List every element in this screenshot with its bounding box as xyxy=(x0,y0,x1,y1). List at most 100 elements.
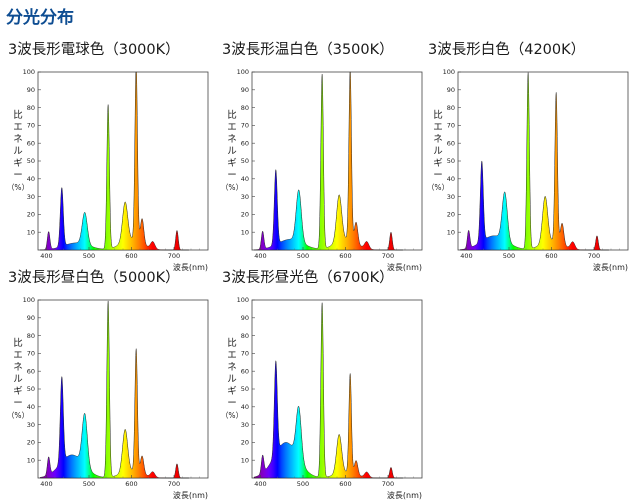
y-tick-label: 40 xyxy=(241,403,249,411)
x-tick-label: 500 xyxy=(297,252,309,260)
spectrum-panel-6700k: 3波長形昼光色（6700K） 10 20 30 40 50 60 70 80 90 100 400 5… xyxy=(221,266,427,500)
y-axis-label: エ xyxy=(13,122,23,133)
y-tick-label: 80 xyxy=(27,104,35,112)
x-tick-label: 500 xyxy=(83,480,95,488)
y-axis-label: ギ xyxy=(227,386,237,397)
y-axis-label: ル xyxy=(13,374,23,385)
y-tick-label: 50 xyxy=(241,157,249,165)
y-axis-label: ネ xyxy=(13,134,23,145)
y-axis-label: エ xyxy=(13,350,23,361)
y-axis-label: 比 xyxy=(227,337,237,349)
y-tick-label: 50 xyxy=(27,157,35,165)
y-tick-label: 60 xyxy=(241,139,249,147)
y-tick-label: 20 xyxy=(27,439,35,447)
y-tick-label: 40 xyxy=(447,175,455,183)
y-tick-label: 60 xyxy=(447,139,455,147)
chart-title: 3波長形温白色（3500K） xyxy=(222,42,394,58)
y-axis-label: ー xyxy=(433,170,443,181)
y-tick-label: 70 xyxy=(447,122,455,130)
y-axis-label: ル xyxy=(227,374,237,385)
chart-title: 3波長形白色（4200K） xyxy=(428,42,586,58)
y-tick-label: 90 xyxy=(27,86,35,94)
x-tick-label: 600 xyxy=(339,480,351,488)
spectrum-area xyxy=(459,72,609,251)
y-axis-label: （%） xyxy=(7,183,29,192)
y-axis-label: （%） xyxy=(7,411,29,420)
y-axis-label: ル xyxy=(433,146,443,157)
y-tick-label: 80 xyxy=(27,332,35,340)
chart-title: 3波長形電球色（3000K） xyxy=(8,42,180,58)
y-tick-label: 90 xyxy=(447,86,455,94)
x-axis-label: 波長(nm) xyxy=(173,490,208,500)
x-axis-label: 波長(nm) xyxy=(593,262,628,272)
y-tick-label: 100 xyxy=(23,68,35,76)
y-tick-label: 10 xyxy=(241,456,249,464)
y-axis-label: エ xyxy=(227,350,237,361)
y-tick-label: 30 xyxy=(447,193,455,201)
y-axis-label: ネ xyxy=(227,134,237,145)
y-tick-label: 30 xyxy=(27,421,35,429)
y-axis-label: （%） xyxy=(427,183,449,192)
y-tick-label: 60 xyxy=(27,139,35,147)
page-title: 分光分布 xyxy=(6,8,74,28)
y-tick-label: 40 xyxy=(27,403,35,411)
y-tick-label: 50 xyxy=(241,385,249,393)
y-axis-label: ギ xyxy=(13,386,23,397)
y-tick-label: 70 xyxy=(27,350,35,358)
spectrum-area xyxy=(39,71,189,251)
x-tick-label: 500 xyxy=(83,252,95,260)
spectrum-area xyxy=(253,71,403,251)
y-axis-label: ー xyxy=(13,170,23,181)
y-tick-label: 10 xyxy=(27,228,35,236)
y-axis-label: （%） xyxy=(221,411,243,420)
spectrum-panel-5000k: 3波長形昼白色（5000K） 10 20 30 40 50 60 70 80 90 100 400 5… xyxy=(7,266,213,500)
y-axis-label: 比 xyxy=(13,109,23,121)
x-tick-label: 700 xyxy=(168,252,180,260)
y-axis-label: エ xyxy=(227,122,237,133)
y-axis-label: ギ xyxy=(227,158,237,169)
y-tick-label: 90 xyxy=(241,314,249,322)
y-tick-label: 90 xyxy=(241,86,249,94)
spectrum-panel-4200k: 3波長形白色（4200K） 10 20 30 40 50 60 70 80 90 100 400 50… xyxy=(427,38,633,272)
y-tick-label: 100 xyxy=(237,68,249,76)
x-tick-label: 700 xyxy=(382,480,394,488)
y-tick-label: 60 xyxy=(27,367,35,375)
y-tick-label: 100 xyxy=(443,68,455,76)
x-tick-label: 700 xyxy=(588,252,600,260)
y-axis-label: 比 xyxy=(433,109,443,121)
y-tick-label: 20 xyxy=(241,439,249,447)
y-tick-label: 90 xyxy=(27,314,35,322)
y-tick-label: 40 xyxy=(27,175,35,183)
x-tick-label: 400 xyxy=(40,480,52,488)
y-tick-label: 100 xyxy=(237,296,249,304)
y-tick-label: 20 xyxy=(27,211,35,219)
x-tick-label: 400 xyxy=(254,480,266,488)
y-tick-label: 30 xyxy=(241,193,249,201)
y-tick-label: 50 xyxy=(447,157,455,165)
x-tick-label: 500 xyxy=(297,480,309,488)
y-axis-label: ー xyxy=(227,170,237,181)
x-tick-label: 600 xyxy=(545,252,557,260)
spectrum-panel-3000k: 3波長形電球色（3000K） 10 20 30 40 50 60 70 80 90 100 400 5… xyxy=(7,38,213,272)
x-tick-label: 600 xyxy=(125,480,137,488)
y-axis-label: ー xyxy=(13,398,23,409)
y-tick-label: 80 xyxy=(447,104,455,112)
chart-title: 3波長形昼白色（5000K） xyxy=(8,270,180,286)
y-axis-label: ギ xyxy=(13,158,23,169)
x-tick-label: 400 xyxy=(460,252,472,260)
y-axis-label: ネ xyxy=(227,362,237,373)
x-tick-label: 700 xyxy=(382,252,394,260)
y-tick-label: 40 xyxy=(241,175,249,183)
y-tick-label: 70 xyxy=(241,122,249,130)
y-tick-label: 10 xyxy=(447,228,455,236)
y-tick-label: 100 xyxy=(23,296,35,304)
y-tick-label: 60 xyxy=(241,367,249,375)
y-tick-label: 30 xyxy=(241,421,249,429)
spectrum-panel-3500k: 3波長形温白色（3500K） 10 20 30 40 50 60 70 80 90 100 400 5… xyxy=(221,38,427,272)
y-axis-label: ル xyxy=(13,146,23,157)
x-tick-label: 400 xyxy=(254,252,266,260)
y-tick-label: 80 xyxy=(241,104,249,112)
